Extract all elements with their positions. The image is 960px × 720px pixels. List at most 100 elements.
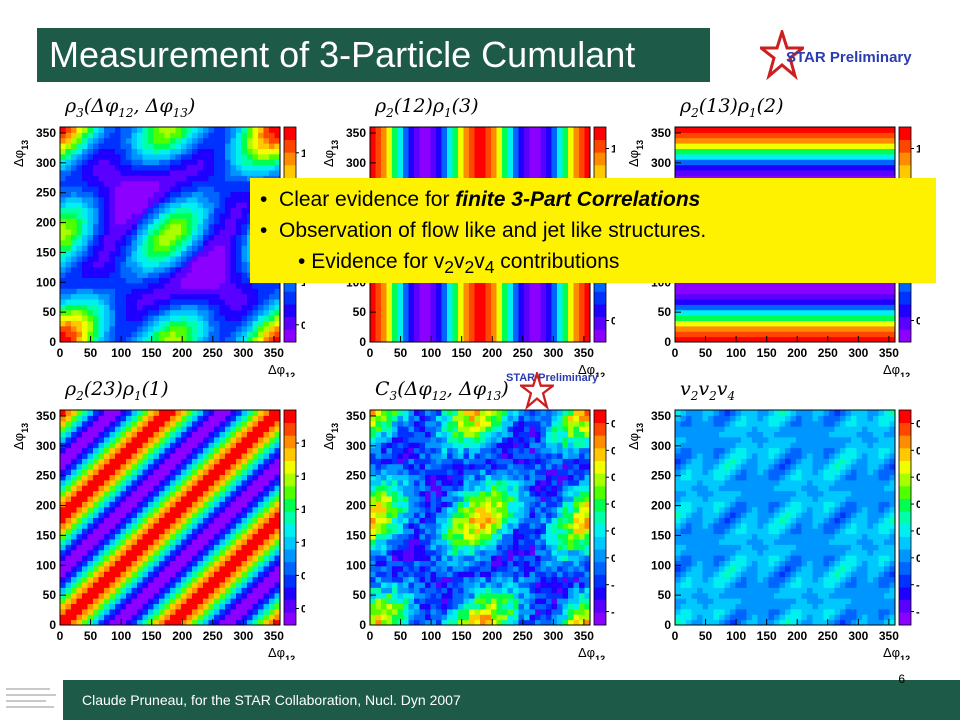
heatmap-cell	[65, 293, 72, 300]
heatmap-cell	[126, 309, 132, 316]
heatmap-cell	[370, 304, 376, 311]
heatmap-cell	[480, 164, 486, 171]
heatmap-cell	[131, 234, 138, 241]
heatmap-cell	[768, 170, 775, 176]
heatmap-cell	[258, 137, 264, 144]
heatmap-cell	[170, 234, 176, 241]
heatmap-cell	[170, 191, 176, 198]
colorbar-segment	[594, 304, 606, 318]
heatmap-cell	[214, 180, 220, 187]
heatmap-cell	[241, 202, 248, 209]
heatmap-cell	[823, 293, 830, 300]
heatmap-cell	[148, 320, 154, 327]
heatmap-cell	[236, 320, 242, 327]
heatmap-cell	[834, 170, 841, 176]
heatmap-cell	[159, 127, 165, 133]
heatmap-cell	[524, 159, 530, 166]
heatmap-cell	[230, 229, 237, 236]
heatmap-cell	[93, 164, 99, 171]
heatmap-cell	[540, 325, 547, 332]
heatmap-cell	[458, 153, 464, 160]
heatmap-cell	[65, 159, 72, 166]
heatmap-cell	[801, 299, 808, 305]
heatmap-cell	[414, 170, 420, 176]
heatmap-cell	[801, 148, 808, 155]
heatmap-cell	[164, 272, 171, 279]
heatmap-cell	[142, 256, 149, 262]
heatmap-cell	[823, 299, 830, 305]
heatmap-cell	[452, 299, 459, 305]
heatmap-cell	[851, 132, 857, 139]
heatmap-cell	[562, 309, 569, 316]
heatmap-cell	[104, 331, 110, 338]
heatmap-cell	[76, 320, 83, 327]
heatmap-cell	[120, 282, 127, 289]
heatmap-cell	[197, 191, 204, 198]
heatmap-cell	[236, 213, 242, 219]
heatmap-cell	[370, 132, 376, 139]
heatmap-cell	[708, 143, 714, 150]
heatmap-cell	[71, 159, 77, 166]
heatmap-cell	[746, 137, 753, 144]
heatmap-cell	[60, 137, 66, 144]
heatmap-cell	[408, 299, 415, 305]
heatmap-cell	[269, 164, 275, 171]
heatmap-cell	[93, 202, 99, 209]
heatmap-cell	[120, 218, 127, 225]
heatmap-cell	[71, 229, 77, 236]
heatmap-cell	[507, 170, 514, 176]
heatmap-cell	[386, 331, 393, 338]
heatmap-cell	[252, 325, 259, 332]
heatmap-cell	[71, 325, 77, 332]
heatmap-cell	[386, 309, 393, 316]
heatmap-cell	[862, 132, 868, 139]
heatmap-cell	[236, 336, 242, 343]
heatmap-cell	[491, 304, 497, 311]
heatmap-cell	[192, 223, 198, 230]
heatmap-cell	[87, 175, 94, 182]
heatmap-cell	[219, 266, 226, 273]
heatmap-cell	[546, 137, 552, 144]
heatmap-cell	[491, 331, 497, 338]
heatmap-cell	[708, 170, 714, 176]
heatmap-cell	[230, 159, 237, 166]
heatmap-cell	[104, 288, 110, 295]
heatmap-cell	[203, 331, 209, 338]
heatmap-cell	[71, 234, 77, 241]
heatmap-cell	[829, 325, 835, 332]
heatmap-cell	[192, 148, 198, 155]
heatmap-cell	[60, 266, 66, 273]
heatmap-cell	[851, 315, 857, 322]
heatmap-cell	[840, 299, 846, 305]
heatmap-cell	[774, 325, 780, 332]
heatmap-cell	[513, 336, 519, 343]
heatmap-cell	[87, 223, 94, 230]
heatmap-cell	[408, 159, 415, 166]
heatmap-cell	[513, 309, 519, 316]
heatmap-cell	[197, 331, 204, 338]
heatmap-cell	[82, 127, 88, 133]
heatmap-cell	[131, 304, 138, 311]
heatmap-cell	[120, 245, 127, 252]
heatmap-cell	[458, 331, 464, 338]
heatmap-cell	[757, 170, 764, 176]
heatmap-cell	[790, 127, 797, 133]
heatmap-cell	[829, 304, 835, 311]
heatmap-cell	[408, 143, 415, 150]
heatmap-cell	[779, 304, 786, 311]
heatmap-cell	[203, 282, 209, 289]
heatmap-cell	[115, 196, 121, 203]
heatmap-cell	[529, 170, 536, 176]
heatmap-cell	[829, 159, 835, 166]
heatmap-cell	[142, 304, 149, 311]
heatmap-cell	[120, 331, 127, 338]
heatmap-cell	[76, 186, 83, 193]
heatmap-cell	[236, 325, 242, 332]
heatmap-cell	[485, 336, 492, 343]
heatmap-cell	[60, 261, 66, 268]
heatmap-cell	[823, 159, 830, 166]
heatmap-cell	[208, 143, 215, 150]
heatmap-cell	[768, 331, 775, 338]
heatmap-cell	[878, 309, 885, 316]
heatmap-cell	[375, 325, 382, 332]
